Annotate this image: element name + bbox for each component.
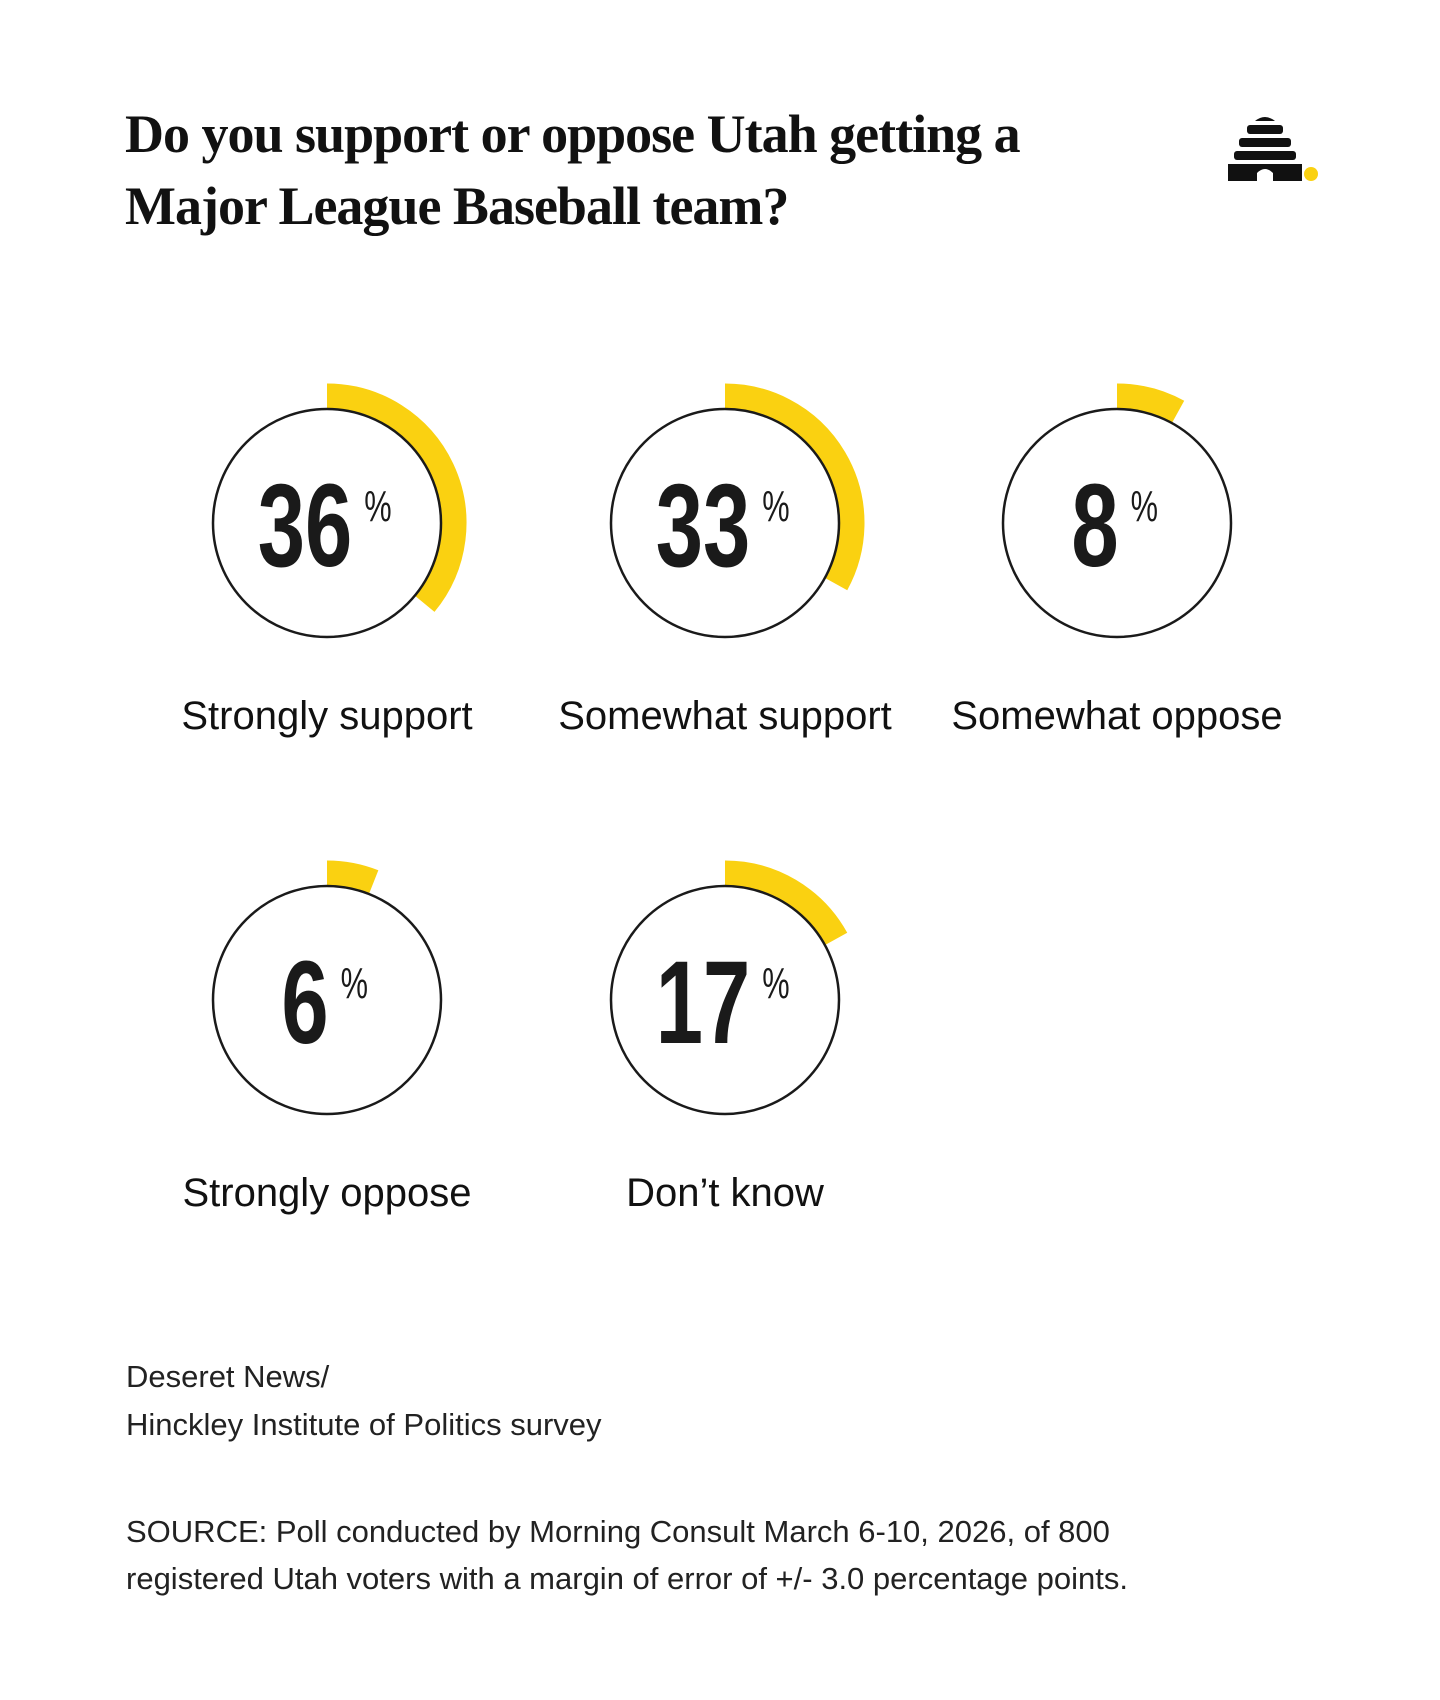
- category-label: Strongly oppose: [182, 1171, 471, 1215]
- unit-group: %: [341, 960, 368, 1009]
- unit-label: %: [762, 483, 789, 532]
- unit-group: %: [1131, 483, 1158, 532]
- unit-group: %: [364, 483, 391, 532]
- value-label-group: 17: [656, 936, 750, 1068]
- chart-title: Major League Baseball team?: [125, 176, 788, 236]
- ring: [211, 407, 443, 639]
- ring: [1001, 407, 1233, 639]
- logo: [1228, 117, 1318, 181]
- value-label-group: 8: [1071, 459, 1118, 591]
- unit-label: %: [341, 960, 368, 1009]
- source-note: SOURCE: Poll conducted by Morning Consul…: [126, 1514, 1110, 1549]
- category-label: Strongly support: [181, 694, 472, 738]
- value-label-group: 6: [281, 936, 328, 1068]
- value-label: 36: [258, 459, 352, 591]
- category-label: Don’t know: [626, 1171, 824, 1215]
- ring: [609, 884, 841, 1116]
- unit-label: %: [364, 483, 391, 532]
- value-label-group: 36: [258, 459, 352, 591]
- credit: Deseret News/: [126, 1359, 330, 1394]
- ring: [609, 407, 841, 639]
- value-arc: [1116, 383, 1185, 423]
- unit-label: %: [762, 960, 789, 1009]
- chart-title: Do you support or oppose Utah getting a: [125, 104, 1021, 164]
- category-label: Somewhat oppose: [951, 694, 1282, 738]
- source-note: registered Utah voters with a margin of …: [126, 1561, 1128, 1596]
- unit-group: %: [762, 483, 789, 532]
- unit-label: %: [1131, 483, 1158, 532]
- unit-group: %: [762, 960, 789, 1009]
- value-label: 8: [1071, 459, 1118, 591]
- category-label: Somewhat support: [558, 694, 892, 738]
- value-arc: [724, 860, 848, 946]
- value-arc: [326, 860, 379, 894]
- ring: [211, 884, 443, 1116]
- credit: Hinckley Institute of Politics survey: [126, 1407, 602, 1442]
- value-label: 17: [656, 936, 750, 1068]
- value-label: 6: [281, 936, 328, 1068]
- value-label-group: 33: [656, 459, 750, 591]
- value-arc: [724, 383, 865, 591]
- value-arc: [326, 383, 467, 612]
- value-label: 33: [656, 459, 750, 591]
